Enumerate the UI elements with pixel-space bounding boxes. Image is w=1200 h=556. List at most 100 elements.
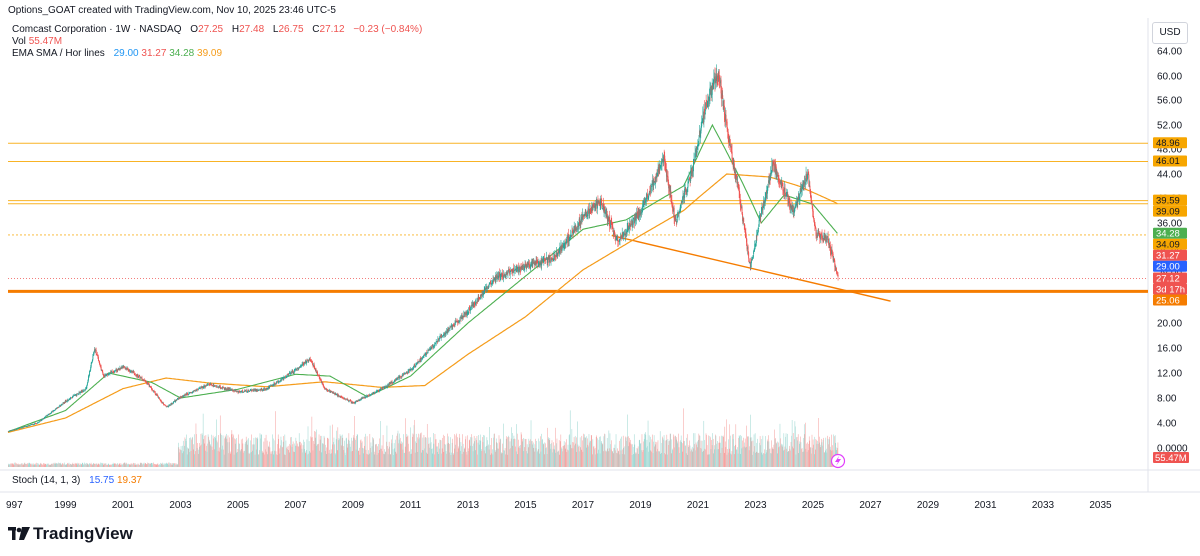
volume-bar bbox=[576, 451, 578, 467]
candle-body bbox=[759, 214, 761, 217]
high-value: 27.48 bbox=[239, 24, 265, 35]
volume-bar bbox=[32, 464, 33, 467]
volume-bar bbox=[181, 450, 182, 467]
candle-body bbox=[205, 385, 206, 387]
volume-bar bbox=[553, 445, 555, 467]
candle-body bbox=[473, 302, 475, 306]
indicator-legend[interactable]: EMA SMA / Hor lines 29.00 31.27 34.28 39… bbox=[12, 48, 222, 60]
candle-body bbox=[782, 182, 784, 192]
volume-bar bbox=[370, 447, 371, 467]
volume-bar bbox=[642, 449, 644, 467]
volume-bar bbox=[345, 454, 346, 467]
volume-bar bbox=[492, 449, 493, 467]
volume-bar bbox=[673, 436, 675, 467]
candle-body bbox=[355, 401, 357, 402]
volume-bar bbox=[558, 440, 560, 467]
volume-bar bbox=[500, 453, 502, 467]
volume-bar bbox=[581, 435, 583, 467]
price-label-box bbox=[1153, 155, 1187, 167]
currency-button[interactable]: USD bbox=[1152, 22, 1188, 44]
volume-bar bbox=[690, 451, 691, 467]
volume-bar bbox=[480, 440, 482, 467]
candle-body bbox=[144, 379, 146, 382]
volume-bar bbox=[160, 462, 161, 467]
volume-bar bbox=[481, 449, 482, 467]
candle-body bbox=[406, 372, 408, 374]
volume-bar bbox=[284, 454, 285, 467]
volume-bar bbox=[78, 462, 80, 467]
volume-bar bbox=[86, 463, 88, 467]
candle-body bbox=[785, 195, 787, 197]
volume-bar bbox=[784, 446, 786, 467]
volume-bar bbox=[582, 451, 584, 467]
volume-bar bbox=[373, 439, 374, 467]
candle-body bbox=[244, 390, 246, 392]
volume-legend[interactable]: Vol 55.47M bbox=[12, 36, 62, 48]
volume-bar bbox=[643, 439, 645, 467]
candle-body bbox=[745, 232, 747, 239]
volume-bar bbox=[538, 438, 540, 467]
candle-body bbox=[117, 370, 119, 371]
price-label-box bbox=[1153, 283, 1187, 295]
volume-bar bbox=[656, 442, 658, 467]
candle-body bbox=[387, 384, 389, 387]
candle-body bbox=[157, 394, 158, 397]
candle-body bbox=[501, 273, 503, 277]
candle-body bbox=[389, 382, 391, 384]
volume-bar bbox=[631, 454, 633, 467]
volume-bar bbox=[124, 462, 126, 467]
candle-body bbox=[144, 379, 146, 381]
volume-bar bbox=[212, 449, 213, 467]
volume-bar bbox=[505, 454, 506, 467]
candle-body bbox=[34, 423, 36, 425]
candle-body bbox=[460, 316, 461, 318]
candle-body bbox=[656, 173, 658, 177]
volume-bar bbox=[328, 453, 330, 467]
candle-body bbox=[713, 78, 715, 85]
volume-bar bbox=[42, 464, 43, 467]
volume-bar bbox=[216, 419, 217, 467]
candle-body bbox=[238, 391, 240, 393]
candle-body bbox=[23, 426, 25, 428]
volume-bar bbox=[706, 434, 707, 467]
candle-body bbox=[158, 397, 160, 399]
candle-body bbox=[265, 389, 267, 391]
candle-body bbox=[665, 168, 667, 176]
candle-body bbox=[695, 150, 697, 153]
candle-body bbox=[754, 244, 756, 246]
volume-bar bbox=[98, 463, 100, 467]
stoch-legend[interactable]: Stoch (14, 1, 3) 15.75 19.37 bbox=[12, 475, 142, 486]
volume-bar bbox=[470, 437, 471, 467]
candle-body bbox=[195, 390, 197, 392]
volume-bar bbox=[469, 439, 471, 467]
volume-bar bbox=[212, 435, 214, 467]
volume-bar bbox=[50, 464, 52, 467]
candle-body bbox=[436, 340, 438, 342]
volume-bar bbox=[519, 445, 520, 467]
candle-body bbox=[781, 182, 783, 184]
volume-bar bbox=[436, 446, 437, 467]
symbol-legend[interactable]: Comcast Corporation · 1W · NASDAQ O27.25… bbox=[12, 24, 422, 36]
volume-bar bbox=[772, 447, 774, 467]
candle-body bbox=[45, 415, 47, 417]
volume-bar bbox=[502, 453, 504, 467]
candle-body bbox=[835, 268, 837, 270]
volume-bar bbox=[134, 463, 136, 467]
volume-bar bbox=[712, 433, 713, 467]
volume-bar bbox=[572, 442, 573, 467]
candle-body bbox=[557, 252, 559, 256]
candle-body bbox=[552, 259, 554, 260]
candle-body bbox=[542, 260, 544, 261]
candle-body bbox=[749, 262, 751, 264]
candle-body bbox=[426, 352, 428, 354]
x-tick-label: 2019 bbox=[629, 500, 652, 511]
volume-bar bbox=[458, 433, 460, 467]
volume-bar bbox=[247, 444, 248, 467]
candle-body bbox=[700, 126, 702, 131]
volume-bar bbox=[187, 448, 189, 467]
price-label-text: 3d 17h bbox=[1156, 284, 1185, 295]
candle-body bbox=[334, 393, 336, 395]
candle-body bbox=[109, 373, 110, 375]
candle-body bbox=[106, 374, 108, 376]
